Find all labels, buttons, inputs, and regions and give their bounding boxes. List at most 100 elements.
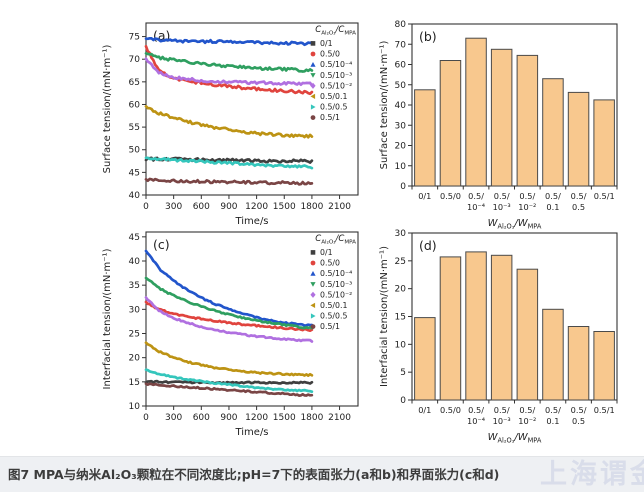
bar-0/1 xyxy=(414,89,436,187)
svg-text:600: 600 xyxy=(193,202,210,212)
panel-c-interfacial-tension-line-chart: 10 15 20 25 30 35 40 45 Interfacial tension/(mN·… xyxy=(102,231,359,438)
bar-0.5/10⁻³ xyxy=(490,48,513,187)
svg-text:0.5/: 0.5/ xyxy=(545,405,561,415)
svg-text:0.5/1: 0.5/1 xyxy=(594,191,615,201)
svg-text:0.5/: 0.5/ xyxy=(494,191,510,201)
svg-text:10⁻⁴: 10⁻⁴ xyxy=(467,202,486,212)
svg-text:1200: 1200 xyxy=(245,413,268,423)
svg-text:10⁻⁴: 10⁻⁴ xyxy=(467,416,486,426)
series-0.5/10⁻² xyxy=(144,57,314,87)
svg-text:15: 15 xyxy=(129,378,140,388)
svg-text:25: 25 xyxy=(395,257,406,267)
svg-text:1800: 1800 xyxy=(300,202,323,212)
svg-text:10: 10 xyxy=(129,402,141,412)
svg-text:10⁻²: 10⁻² xyxy=(518,416,536,426)
series-0.5/10⁻⁴ xyxy=(144,36,314,47)
svg-text:2100: 2100 xyxy=(328,202,351,212)
plot-frame xyxy=(145,231,359,407)
svg-text:0.5/1: 0.5/1 xyxy=(320,113,340,122)
svg-text:70: 70 xyxy=(129,55,141,65)
svg-text:0.1: 0.1 xyxy=(546,416,559,426)
svg-text:45: 45 xyxy=(129,168,140,178)
series-0.5/1 xyxy=(144,177,314,186)
svg-text:0.5/0: 0.5/0 xyxy=(320,259,340,268)
x-axis-title: WAl₂O₃/WMPA xyxy=(488,218,542,230)
bar-0.5/10⁻³ xyxy=(490,254,513,401)
svg-text:0: 0 xyxy=(143,413,149,423)
svg-text:1200: 1200 xyxy=(245,202,268,212)
svg-text:0.5/: 0.5/ xyxy=(571,405,587,415)
series-0.5/0.1 xyxy=(144,105,314,139)
svg-text:0.1: 0.1 xyxy=(546,202,559,212)
panel-d-interfacial-tension-bar-chart: 0 5 10 15 20 25 30 Interfacial tension/(mN·m⁻¹)… xyxy=(379,229,618,444)
svg-text:0.5/10⁻²: 0.5/10⁻² xyxy=(320,81,352,90)
svg-text:40: 40 xyxy=(395,101,407,111)
svg-text:10⁻³: 10⁻³ xyxy=(493,202,511,212)
svg-text:45: 45 xyxy=(129,233,140,243)
svg-text:0.5/: 0.5/ xyxy=(468,191,484,201)
svg-text:0.5/: 0.5/ xyxy=(519,191,535,201)
svg-text:15: 15 xyxy=(395,313,406,323)
svg-text:0.5: 0.5 xyxy=(572,202,585,212)
svg-text:60: 60 xyxy=(395,61,407,71)
series-0.5/10⁻³ xyxy=(144,52,314,73)
x-axis-title: Time/s xyxy=(234,216,268,227)
bar-0.5/10⁻⁴ xyxy=(465,251,487,401)
series-0.5/10⁻³ xyxy=(144,276,314,330)
svg-text:0/1: 0/1 xyxy=(418,405,431,415)
svg-text:10⁻²: 10⁻² xyxy=(518,202,536,212)
svg-text:5: 5 xyxy=(400,368,406,378)
bars xyxy=(414,251,615,401)
y-axis: 0 5 10 15 20 25 30 xyxy=(395,229,412,406)
svg-text:0.5/: 0.5/ xyxy=(468,405,484,415)
svg-text:0: 0 xyxy=(143,202,149,212)
svg-text:300: 300 xyxy=(165,413,182,423)
y-axis: 10 15 20 25 30 35 40 45 xyxy=(129,233,146,412)
panel-label: (b) xyxy=(419,29,437,44)
svg-text:300: 300 xyxy=(165,202,182,212)
bar-0.5/0.1 xyxy=(542,78,564,187)
series-0/1 xyxy=(144,379,314,385)
svg-text:10⁻³: 10⁻³ xyxy=(493,416,511,426)
svg-text:0.5/10⁻³: 0.5/10⁻³ xyxy=(320,280,352,289)
series-0.5/1 xyxy=(144,382,314,397)
svg-text:20: 20 xyxy=(395,285,407,295)
svg-text:20: 20 xyxy=(129,354,141,364)
series-0.5/0.1 xyxy=(144,341,314,377)
svg-text:80: 80 xyxy=(395,20,407,30)
bar-0.5/0 xyxy=(439,256,462,401)
svg-text:55: 55 xyxy=(129,123,140,133)
bar-0/1 xyxy=(414,317,436,401)
svg-text:1500: 1500 xyxy=(273,413,296,423)
panel-a-surface-tension-line-chart: 40 45 50 55 60 65 70 75 Surface tension/(mN·m⁻¹)… xyxy=(102,22,359,227)
legend: CAl₂O₃/CMPA0/10.5/00.5/10⁻⁴0.5/10⁻³0.5/1… xyxy=(310,234,356,331)
svg-text:WAl₂O₃/WMPA: WAl₂O₃/WMPA xyxy=(488,432,542,444)
figure-caption: 图7 MPA与纳米Al₂O₃颗粒在不同浓度比;pH=7下的表面张力(a和b)和界… xyxy=(8,467,500,482)
svg-text:40: 40 xyxy=(129,191,141,201)
svg-text:20: 20 xyxy=(395,142,407,152)
y-axis-title: Interfacial tension/(mN·m⁻¹) xyxy=(379,246,390,387)
svg-text:35: 35 xyxy=(129,281,140,291)
svg-text:0: 0 xyxy=(400,182,406,192)
svg-text:CAl₂O₃/CMPA: CAl₂O₃/CMPA xyxy=(315,234,356,245)
y-axis: 0 10 20 30 40 50 60 70 80 xyxy=(395,20,412,192)
svg-text:60: 60 xyxy=(129,100,141,110)
svg-text:0/1: 0/1 xyxy=(418,191,431,201)
svg-text:75: 75 xyxy=(129,33,140,43)
svg-text:0.5/0: 0.5/0 xyxy=(440,191,461,201)
bar-0.5/1 xyxy=(593,331,615,401)
svg-text:0.5/10⁻⁴: 0.5/10⁻⁴ xyxy=(320,269,352,278)
svg-text:65: 65 xyxy=(129,78,140,88)
y-axis-title: Interfacial tension/(mN·m⁻¹) xyxy=(102,248,113,389)
svg-text:0.5/0.1: 0.5/0.1 xyxy=(320,92,347,101)
svg-text:1500: 1500 xyxy=(273,202,296,212)
x-axis: 0 300 600 900 1200 1500 1800 2100 xyxy=(143,406,351,423)
series-0.5/0 xyxy=(144,300,314,333)
svg-text:CAl₂O₃/CMPA: CAl₂O₃/CMPA xyxy=(315,25,356,36)
svg-text:0.5/10⁻⁴: 0.5/10⁻⁴ xyxy=(320,60,352,69)
svg-text:0.5/0.1: 0.5/0.1 xyxy=(320,301,347,310)
x-axis-title: WAl₂O₃/WMPA xyxy=(488,432,542,444)
series-0.5/0.5 xyxy=(144,368,314,394)
svg-text:2100: 2100 xyxy=(328,413,351,423)
svg-text:0.5/: 0.5/ xyxy=(545,191,561,201)
